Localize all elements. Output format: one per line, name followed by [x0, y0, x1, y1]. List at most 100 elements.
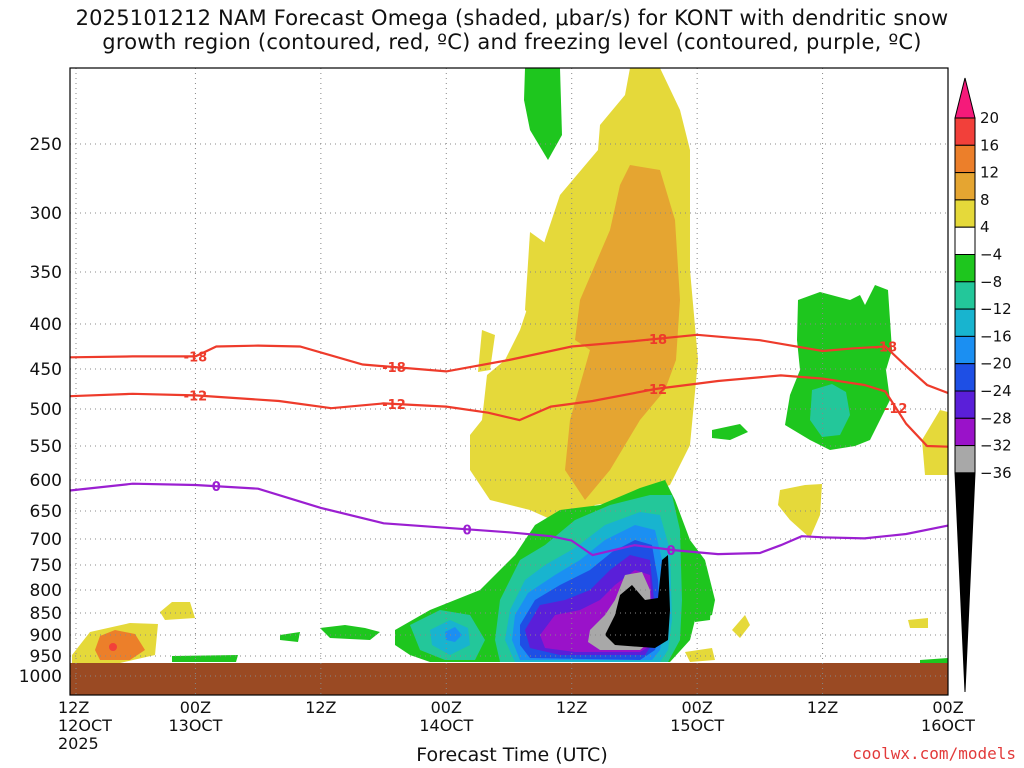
- credit-text: coolwx.com/models: [852, 744, 1016, 763]
- colorbar-top-arrow: [954, 77, 976, 119]
- omega-region-30: [908, 618, 928, 628]
- omega-region-12: [95, 630, 145, 660]
- x-tick-label-1-1: 13OCT: [168, 716, 222, 735]
- colorbar-label-10: −24: [980, 382, 1012, 400]
- colorbar-bottom-arrow: [954, 472, 976, 693]
- colorbar-label-2: 12: [980, 164, 999, 182]
- colorbar-label-12: −32: [980, 437, 1012, 455]
- x-tick-label-6-0: 12Z: [807, 698, 838, 717]
- omega-region-10: [160, 602, 195, 620]
- ground-surface: [70, 663, 948, 695]
- colorbar-box-11: [954, 390, 976, 419]
- omega-region-9: [922, 410, 948, 475]
- omega-region-32: [920, 658, 948, 663]
- x-tick-label-2-0: 12Z: [305, 698, 336, 717]
- omega-region-2: [525, 232, 560, 330]
- y-tick-label-850: 850: [30, 604, 62, 624]
- contour-line-0: [69, 333, 949, 395]
- y-tick-label-900: 900: [30, 626, 62, 646]
- omega-region-31: [172, 655, 238, 662]
- y-axis-labels: 2503003504004505005506006507007508008509…: [19, 135, 62, 687]
- omega-region-7: [712, 424, 748, 440]
- colorbar-box-9: [954, 335, 976, 365]
- colorbar-label-8: −16: [980, 327, 1012, 345]
- omega-region-1: [478, 330, 495, 372]
- omega-region-18: [445, 627, 462, 642]
- colorbar-label-5: −4: [980, 246, 1002, 264]
- omega-region-13: [280, 632, 300, 642]
- colorbar-label-0: 20: [980, 109, 999, 127]
- omega-region-26: [605, 555, 670, 648]
- x-tick-label-4-0: 12Z: [556, 698, 587, 717]
- contour-label-0-1: -18: [382, 361, 406, 376]
- contour-lines: -18 -18 -18 -12 -12 -12 0 0 0 -18 -12: [69, 333, 949, 559]
- omega-region-14: [320, 625, 380, 640]
- title-line-2: growth region (contoured, red, ºC) and f…: [102, 30, 922, 54]
- x-tick-label-5-0: 00Z: [681, 698, 712, 717]
- colorbar-label-7: −12: [980, 300, 1012, 318]
- colorbar-label-4: 4: [980, 218, 990, 236]
- colorbar-box-10: [954, 363, 976, 392]
- contour-label-1-0: -12: [184, 389, 208, 404]
- x-tick-label-0-1: 12OCT: [58, 716, 112, 735]
- y-tick-label-950: 950: [30, 647, 62, 667]
- y-tick-label-1000: 1000: [19, 667, 62, 687]
- chart-title: 2025101212 NAM Forecast Omega (shaded, μ…: [0, 6, 1024, 54]
- contour-label-2-1: 0: [463, 523, 472, 538]
- colorbar-label-13: −36: [980, 464, 1012, 482]
- colorbar: 20 16 12 8 4 −4 −8 −12 −16 −20 −24 −28 −32 −36: [954, 77, 1012, 693]
- x-tick-label-7-0: 00Z: [932, 698, 963, 717]
- omega-max-dot: [109, 643, 117, 651]
- contour-label-clab12: -12: [884, 402, 908, 417]
- contour-label-0-0: -18: [184, 350, 208, 365]
- omega-shading: [72, 68, 948, 663]
- y-tick-label-350: 350: [30, 263, 62, 283]
- omega-region-4: [524, 68, 562, 160]
- y-tick-label-500: 500: [30, 400, 62, 420]
- colorbar-box-7: [954, 281, 976, 310]
- x-tick-label-1-0: 00Z: [180, 698, 211, 717]
- colorbar-box-6: [954, 254, 976, 283]
- colorbar-label-6: −8: [980, 273, 1002, 291]
- contour-line-2: [69, 482, 949, 557]
- title-line-1: 2025101212 NAM Forecast Omega (shaded, μ…: [75, 6, 949, 30]
- x-tick-label-5-1: 15OCT: [670, 716, 724, 735]
- x-tick-label-0-0: 12Z: [58, 698, 89, 717]
- colorbar-box-4: [954, 199, 976, 228]
- colorbar-label-1: 16: [980, 136, 999, 154]
- colorbar-label-3: 8: [980, 191, 990, 209]
- y-tick-label-800: 800: [30, 581, 62, 601]
- colorbar-box-2: [954, 144, 976, 174]
- contour-line-1: [69, 374, 949, 448]
- x-axis-title: Forecast Time (UTC): [416, 744, 608, 766]
- y-tick-label-450: 450: [30, 360, 62, 380]
- contour-label-0-2: -18: [644, 333, 668, 348]
- contour-label-1-1: -12: [382, 398, 406, 413]
- colorbar-label-9: −20: [980, 355, 1012, 373]
- contour-label-1-2: -12: [644, 383, 668, 398]
- colorbar-box-3: [954, 172, 976, 201]
- omega-region-3: [565, 165, 680, 500]
- y-tick-label-700: 700: [30, 530, 62, 550]
- x-tick-label-0-2: 2025: [58, 734, 99, 753]
- y-tick-label-550: 550: [30, 437, 62, 457]
- colorbar-box-1: [954, 117, 976, 146]
- omega-region-28: [685, 648, 715, 662]
- colorbar-box-8: [954, 308, 976, 337]
- omega-region-6: [810, 384, 850, 437]
- y-tick-label-300: 300: [30, 204, 62, 224]
- y-tick-label-250: 250: [30, 135, 62, 155]
- x-tick-label-7-1: 16OCT: [921, 716, 975, 735]
- plot-frame: [69, 67, 949, 696]
- y-tick-label-600: 600: [30, 471, 62, 491]
- colorbar-box-13: [954, 445, 976, 474]
- omega-region-29: [732, 615, 750, 638]
- y-tick-label-750: 750: [30, 556, 62, 576]
- colorbar-box-12: [954, 417, 976, 447]
- contour-label-2-2: 0: [666, 544, 675, 559]
- x-tick-label-3-0: 00Z: [431, 698, 462, 717]
- y-tick-label-400: 400: [30, 315, 62, 335]
- colorbar-box-5: [954, 226, 976, 255]
